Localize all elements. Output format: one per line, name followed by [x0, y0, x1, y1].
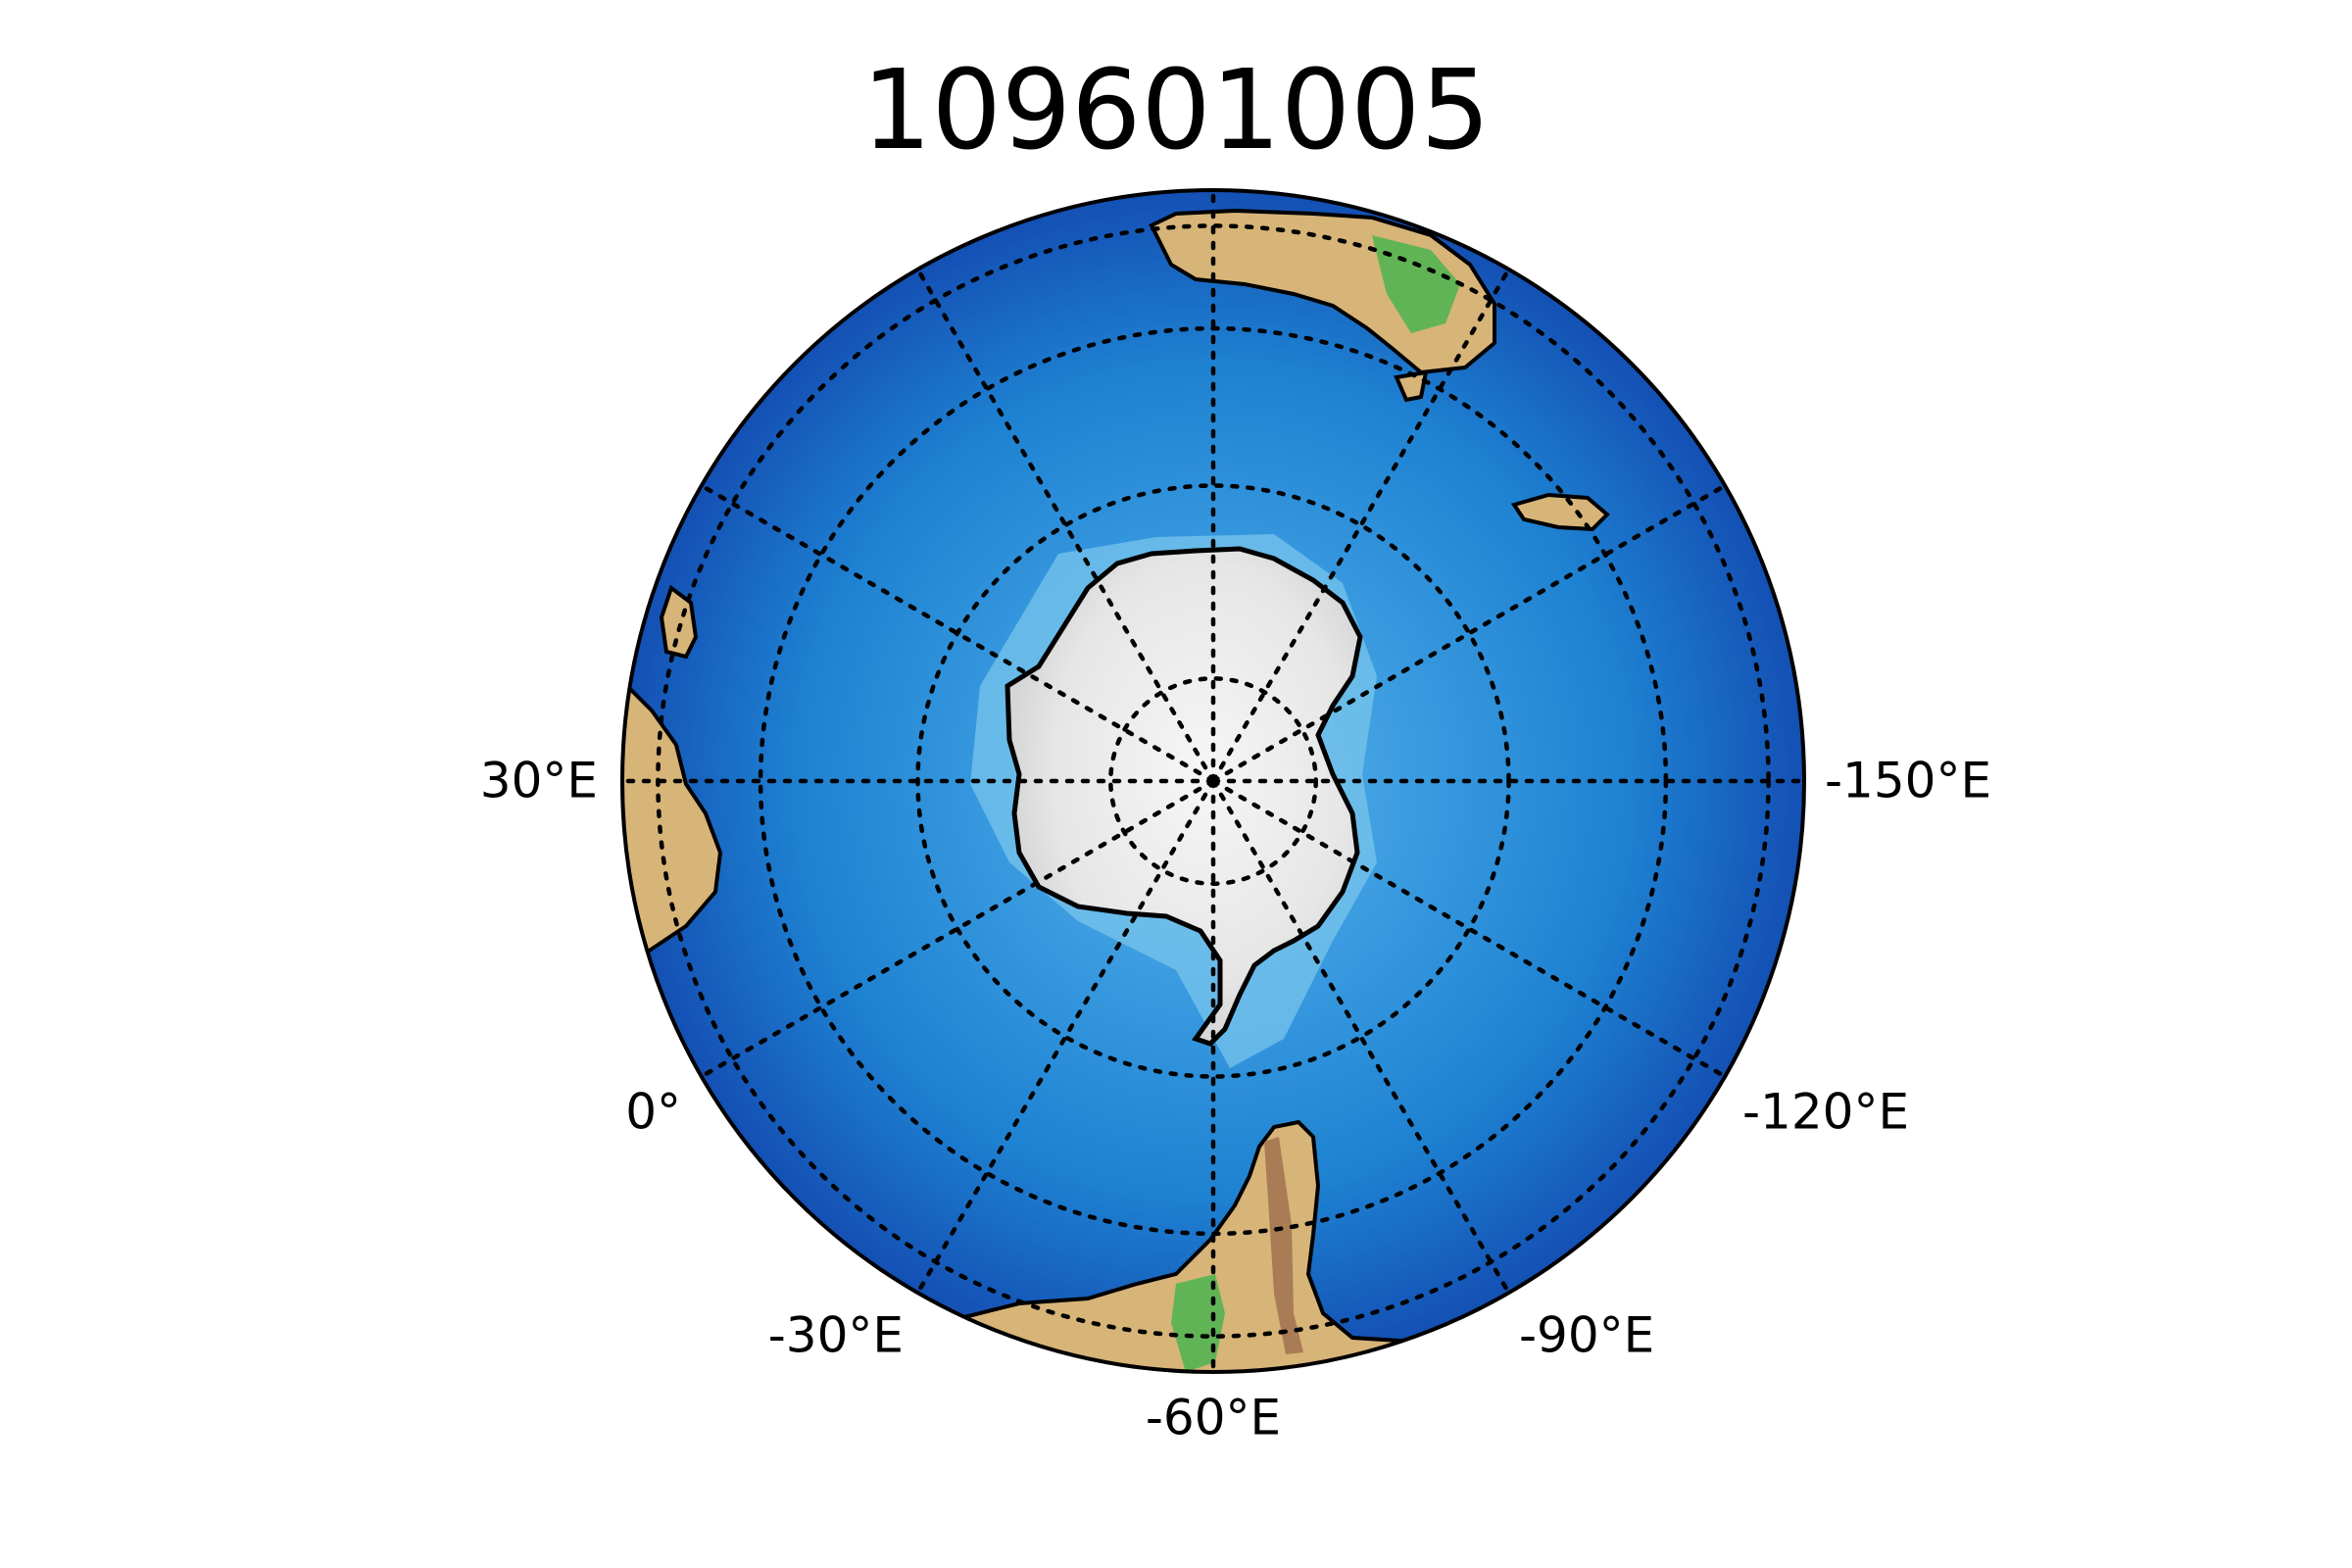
- graticule: [619, 187, 1807, 1375]
- meridian-60: [699, 483, 1216, 784]
- landmass-new-zealand: [1510, 492, 1610, 532]
- lon-label-minus-90e: -90°E: [1519, 1307, 1654, 1364]
- landmass-tasmania: [1394, 369, 1429, 403]
- meridian-0: [699, 778, 1216, 1079]
- meridian-150: [1210, 267, 1511, 784]
- meridian--30: [915, 778, 1216, 1296]
- lon-label-minus-30e: -30°E: [768, 1307, 904, 1364]
- landmass-africa: [622, 673, 723, 978]
- lon-label-minus-120e: -120°E: [1742, 1084, 1909, 1141]
- meridian--180: [1210, 483, 1728, 784]
- landmass-madagascar: [659, 584, 699, 660]
- lon-label-minus-60e: -60°E: [1146, 1390, 1281, 1446]
- lon-label-0: 0°: [625, 1084, 681, 1141]
- landmass-south-america: [954, 1119, 1439, 1372]
- lon-label-30e: 30°E: [480, 753, 598, 809]
- meridian-90: [915, 267, 1216, 784]
- australia-vegetation: [1372, 235, 1460, 333]
- parallel-60s: [915, 483, 1511, 1079]
- meridian--90: [1210, 778, 1511, 1296]
- lon-label-minus-150e: -150°E: [1825, 753, 1991, 809]
- map-title: 109601005: [861, 47, 1491, 174]
- globe-outline: [620, 188, 1806, 1374]
- meridian--120: [1210, 778, 1728, 1079]
- andes-ridge: [1264, 1137, 1303, 1354]
- parallel-80s: [1108, 676, 1318, 886]
